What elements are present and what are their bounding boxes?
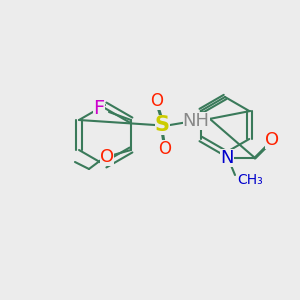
Text: O: O (265, 131, 279, 149)
Text: O: O (158, 140, 172, 158)
Text: NH: NH (182, 112, 209, 130)
Text: CH₃: CH₃ (237, 173, 263, 187)
Text: O: O (100, 148, 114, 166)
Text: S: S (154, 115, 169, 135)
Text: O: O (151, 92, 164, 110)
Text: F: F (93, 98, 105, 118)
Text: N: N (220, 149, 234, 167)
